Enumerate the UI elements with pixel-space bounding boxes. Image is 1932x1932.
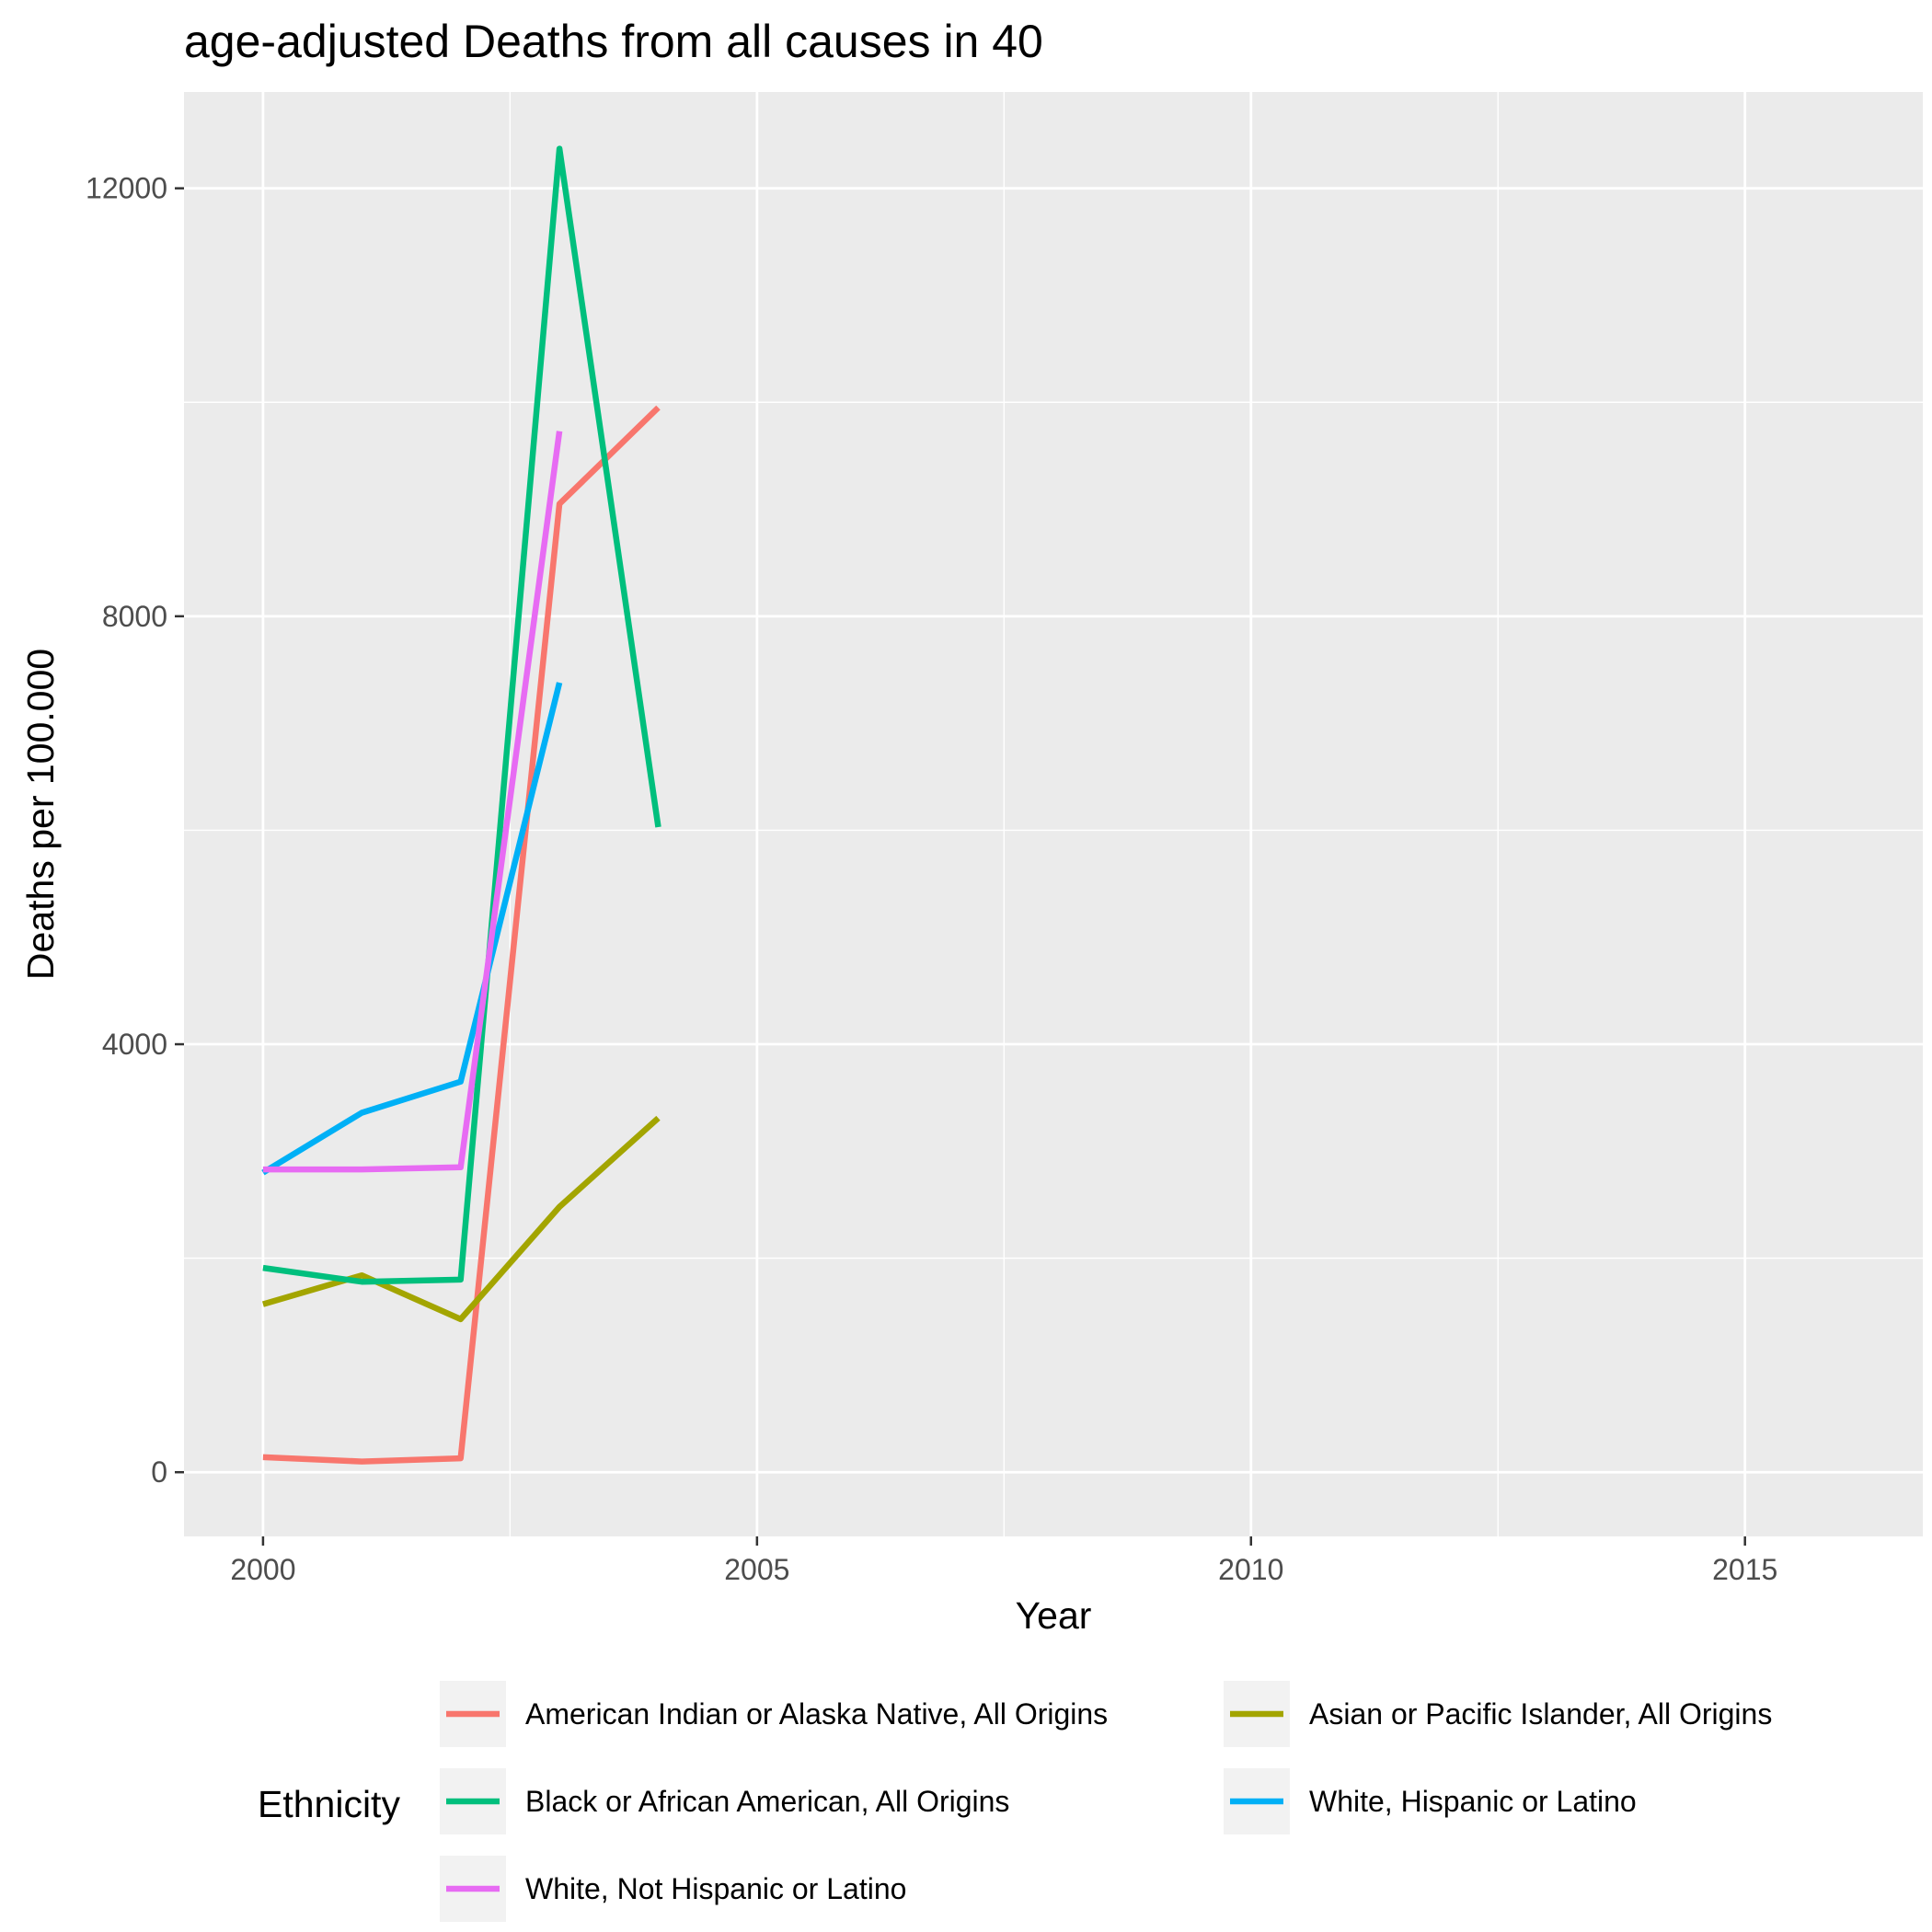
- minor-gridlines: [184, 92, 1923, 1536]
- x-tick-label: 2005: [724, 1553, 789, 1586]
- x-axis: 2000 2005 2010 2015: [230, 1536, 1777, 1586]
- legend-label: American Indian or Alaska Native, All Or…: [525, 1697, 1108, 1731]
- legend-label: Black or African American, All Origins: [525, 1785, 1009, 1818]
- legend-title: Ethnicity: [258, 1783, 400, 1825]
- y-tick-label: 8000: [102, 600, 167, 633]
- y-axis: 0 4000 8000 12000: [86, 172, 184, 1489]
- series-line: [262, 145, 661, 1285]
- x-axis-title: Year: [1016, 1594, 1092, 1637]
- chart-title: age-adjusted Deaths from all causes in 4…: [184, 16, 1043, 67]
- series-line: [262, 405, 661, 1465]
- series-line: [262, 431, 563, 1173]
- x-tick-label: 2000: [230, 1553, 295, 1586]
- legend-label: White, Not Hispanic or Latino: [525, 1872, 906, 1905]
- legend: Ethnicity American Indian or Alaska Nati…: [258, 1681, 1772, 1922]
- series-line: [261, 1115, 661, 1323]
- series-lines: [261, 145, 661, 1465]
- plot-panel: [184, 92, 1923, 1536]
- y-tick-label: 12000: [86, 172, 167, 205]
- y-tick-label: 0: [151, 1455, 167, 1489]
- major-gridlines: [184, 92, 1923, 1536]
- x-tick-label: 2015: [1712, 1553, 1777, 1586]
- x-tick-label: 2010: [1218, 1553, 1283, 1586]
- legend-label: White, Hispanic or Latino: [1309, 1785, 1637, 1818]
- legend-label: Asian or Pacific Islander, All Origins: [1309, 1697, 1772, 1731]
- y-axis-title: Deaths per 100.000: [19, 649, 62, 980]
- y-tick-label: 4000: [102, 1028, 167, 1061]
- series-line: [261, 682, 563, 1176]
